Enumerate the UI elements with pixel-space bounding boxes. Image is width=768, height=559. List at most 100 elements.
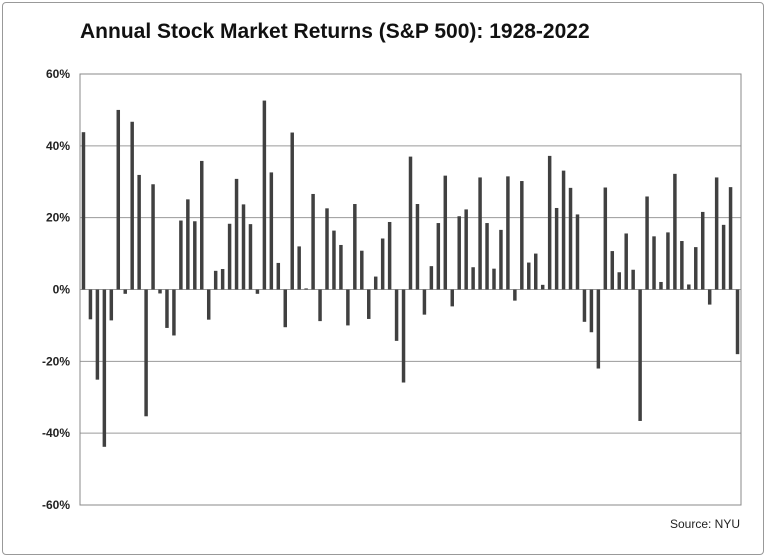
bar-1971 bbox=[380, 238, 385, 290]
bar-1933 bbox=[116, 109, 121, 290]
bar-1944 bbox=[193, 221, 197, 290]
bar-1955 bbox=[269, 172, 274, 290]
bar-1934 bbox=[123, 289, 127, 294]
bar-1950 bbox=[234, 178, 239, 290]
bar-1988 bbox=[499, 229, 503, 290]
bar-1931 bbox=[102, 289, 107, 447]
bar-1959 bbox=[297, 246, 301, 290]
bar-2011 bbox=[659, 281, 663, 290]
bar-1943 bbox=[186, 199, 190, 290]
bar-1963 bbox=[325, 208, 329, 290]
bar-2018 bbox=[707, 289, 712, 305]
bar-2002 bbox=[596, 289, 601, 369]
bar-2015 bbox=[687, 284, 691, 290]
bar-1954 bbox=[262, 100, 267, 290]
bar-1966 bbox=[346, 289, 350, 326]
bar-2010 bbox=[652, 236, 656, 290]
bar-1977 bbox=[422, 289, 427, 315]
bar-1952 bbox=[248, 224, 253, 290]
bar-1948 bbox=[220, 269, 225, 290]
bar-1998 bbox=[568, 187, 573, 290]
bar-1953 bbox=[255, 289, 260, 294]
chart-title: Annual Stock Market Returns (S&P 500): 1… bbox=[80, 20, 590, 43]
bar-2007 bbox=[631, 269, 635, 290]
bar-1974 bbox=[401, 289, 406, 383]
bar-1958 bbox=[290, 132, 294, 290]
bar-1965 bbox=[339, 244, 343, 290]
bar-1969 bbox=[367, 289, 371, 319]
bar-1938 bbox=[151, 184, 155, 290]
bar-1961 bbox=[311, 193, 315, 290]
bar-2000 bbox=[582, 289, 587, 322]
y-tick-label: 60% bbox=[46, 67, 70, 81]
bar-1930 bbox=[95, 289, 100, 380]
bars bbox=[81, 100, 740, 447]
bar-2003 bbox=[603, 187, 608, 290]
bar-1947 bbox=[213, 270, 218, 290]
bar-2013 bbox=[673, 173, 677, 290]
bar-2008 bbox=[638, 289, 642, 421]
bar-1973 bbox=[394, 289, 399, 341]
bar-1957 bbox=[283, 289, 287, 328]
bar-1956 bbox=[276, 262, 281, 290]
bar-1990 bbox=[513, 289, 517, 301]
bar-1991 bbox=[520, 181, 524, 290]
source-note: Source: NYU bbox=[669, 517, 740, 531]
y-tick-label: -20% bbox=[42, 354, 70, 368]
bar-1942 bbox=[179, 220, 183, 290]
bar-1978 bbox=[429, 266, 434, 290]
y-tick-label: 0% bbox=[53, 283, 71, 297]
bar-2004 bbox=[610, 251, 615, 290]
bar-1946 bbox=[206, 289, 211, 320]
bar-1975 bbox=[408, 156, 413, 290]
bar-2001 bbox=[589, 289, 594, 333]
bar-1960 bbox=[304, 288, 308, 290]
bar-2020 bbox=[721, 224, 726, 290]
bar-1937 bbox=[144, 289, 148, 417]
bar-1939 bbox=[158, 289, 162, 294]
bar-1970 bbox=[373, 276, 378, 290]
bar-2016 bbox=[694, 247, 698, 290]
bar-2022 bbox=[735, 289, 740, 355]
bar-1992 bbox=[527, 262, 531, 290]
y-tick-label: -40% bbox=[42, 426, 70, 440]
bar-1972 bbox=[387, 221, 392, 290]
bar-1929 bbox=[88, 289, 93, 320]
bar-1987 bbox=[492, 268, 496, 290]
bar-2021 bbox=[728, 187, 733, 290]
bar-2017 bbox=[700, 211, 705, 290]
bar-1993 bbox=[534, 253, 538, 290]
bar-1995 bbox=[547, 155, 552, 290]
bar-1940 bbox=[165, 289, 169, 328]
bar-1980 bbox=[443, 175, 448, 290]
bar-1935 bbox=[130, 121, 134, 290]
bar-1999 bbox=[575, 214, 580, 290]
bar-1986 bbox=[485, 223, 489, 290]
bar-1928 bbox=[81, 132, 86, 290]
bar-1997 bbox=[561, 170, 566, 290]
bar-1951 bbox=[241, 204, 246, 290]
bar-1984 bbox=[471, 267, 475, 290]
bar-1962 bbox=[318, 289, 322, 322]
bar-2009 bbox=[645, 196, 649, 290]
bar-2012 bbox=[666, 232, 670, 290]
bar-1967 bbox=[353, 204, 357, 290]
plot-border bbox=[79, 73, 742, 506]
y-tick-label: 40% bbox=[46, 139, 70, 153]
bar-1983 bbox=[464, 209, 468, 290]
bar-1941 bbox=[172, 289, 176, 336]
bar-1981 bbox=[450, 289, 454, 307]
bar-1932 bbox=[109, 289, 114, 321]
y-tick-label: -60% bbox=[42, 498, 70, 512]
bar-1989 bbox=[506, 176, 510, 290]
bar-1949 bbox=[227, 223, 232, 290]
bar-1936 bbox=[137, 174, 141, 290]
y-tick-label: 20% bbox=[46, 211, 70, 225]
bar-2005 bbox=[617, 272, 621, 290]
bar-1982 bbox=[457, 216, 461, 290]
bar-1985 bbox=[478, 177, 482, 290]
y-axis-ticks: 60% 40% 20% 0% -20% -40% -60% bbox=[42, 67, 70, 512]
bar-2006 bbox=[624, 233, 628, 290]
bar-1994 bbox=[540, 284, 545, 290]
